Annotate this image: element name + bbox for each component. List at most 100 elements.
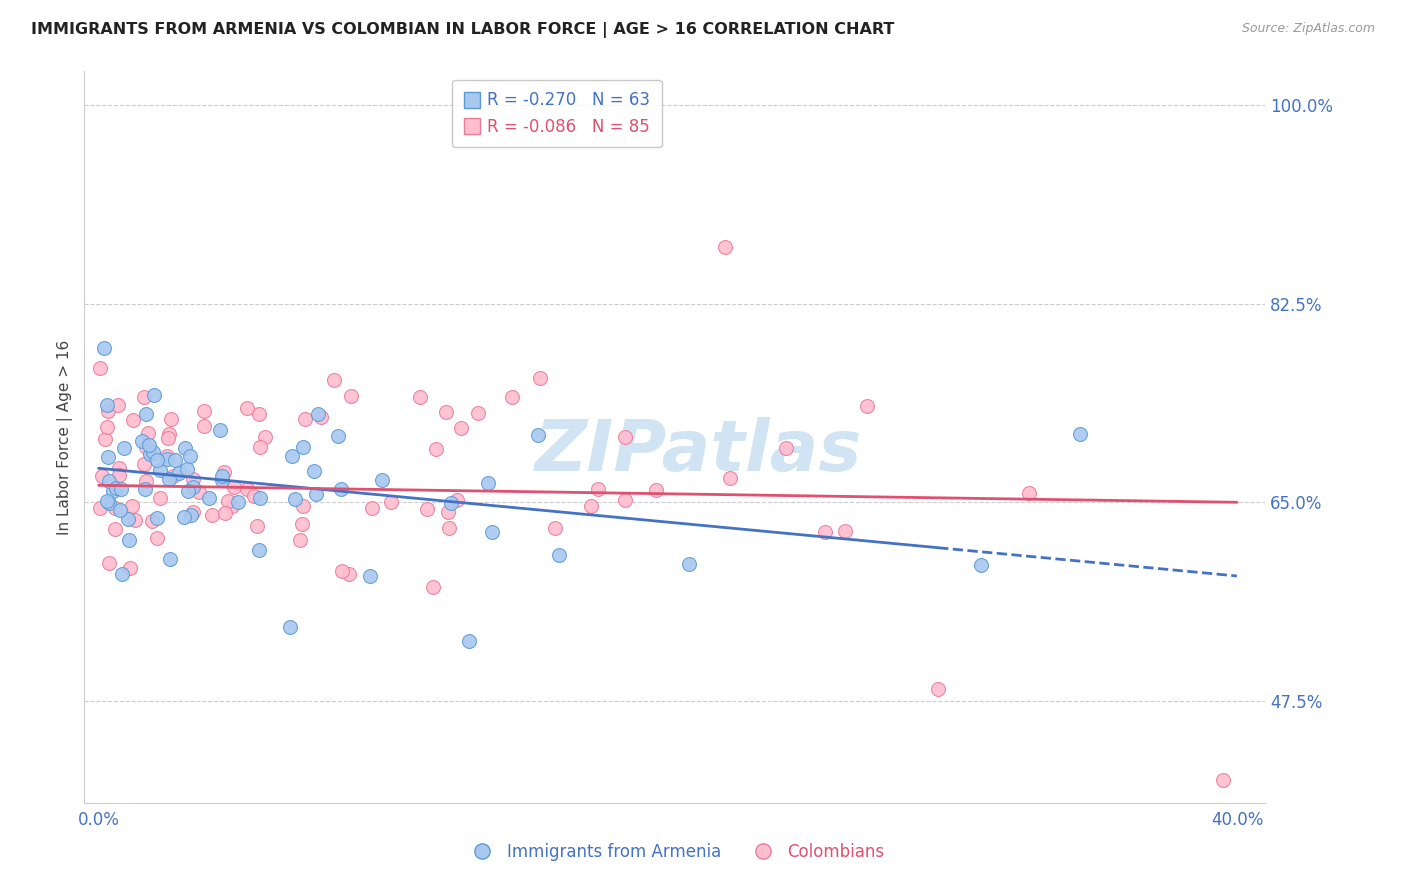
Point	[124, 513, 146, 527]
Point	[142, 387, 165, 401]
Point	[527, 427, 550, 442]
Point	[253, 430, 276, 444]
Point	[135, 475, 157, 489]
Point	[371, 473, 394, 487]
Point	[450, 421, 472, 435]
Point	[291, 499, 314, 513]
Point	[193, 418, 215, 433]
Point	[501, 390, 523, 404]
Point	[135, 407, 157, 421]
Point	[156, 451, 179, 466]
Point	[138, 425, 160, 440]
Point	[104, 522, 127, 536]
Point	[330, 564, 353, 578]
Text: IMMIGRANTS FROM ARMENIA VS COLOMBIAN IN LABOR FORCE | AGE > 16 CORRELATION CHART: IMMIGRANTS FROM ARMENIA VS COLOMBIAN IN …	[31, 22, 894, 38]
Point	[187, 484, 209, 499]
Point	[89, 500, 111, 515]
Point	[118, 561, 141, 575]
Point	[156, 431, 179, 445]
Point	[814, 524, 837, 539]
Point	[281, 449, 304, 463]
Point	[645, 483, 668, 498]
Point	[212, 465, 235, 479]
Point	[477, 475, 499, 490]
Point	[93, 341, 115, 355]
Point	[249, 441, 271, 455]
Point	[1212, 773, 1234, 788]
Point	[247, 407, 270, 421]
Point	[718, 470, 741, 484]
Point	[416, 501, 439, 516]
Point	[249, 491, 271, 505]
Point	[181, 479, 204, 493]
Point	[193, 404, 215, 418]
Point	[145, 511, 167, 525]
Point	[1018, 485, 1040, 500]
Point	[96, 420, 118, 434]
Point	[180, 508, 202, 523]
Point	[96, 494, 118, 508]
Point	[235, 482, 257, 496]
Point	[436, 504, 458, 518]
Point	[157, 427, 180, 442]
Point	[309, 409, 332, 424]
Point	[177, 483, 200, 498]
Point	[90, 469, 112, 483]
Point	[121, 499, 143, 513]
Point	[110, 503, 132, 517]
Point	[101, 484, 124, 499]
Point	[422, 580, 444, 594]
Point	[330, 482, 353, 496]
Point	[122, 413, 145, 427]
Point	[294, 411, 316, 425]
Point	[173, 442, 195, 456]
Text: Source: ZipAtlas.com: Source: ZipAtlas.com	[1241, 22, 1375, 36]
Point	[1069, 427, 1091, 442]
Point	[156, 450, 179, 464]
Point	[970, 558, 993, 572]
Point	[159, 412, 181, 426]
Point	[425, 442, 447, 457]
Point	[149, 462, 172, 476]
Point	[481, 524, 503, 539]
Point	[446, 493, 468, 508]
Point	[380, 495, 402, 509]
Point	[211, 473, 233, 487]
Point	[440, 496, 463, 510]
Point	[131, 434, 153, 449]
Point	[110, 482, 132, 496]
Point	[149, 491, 172, 506]
Point	[105, 481, 128, 495]
Point	[246, 519, 269, 533]
Point	[278, 620, 301, 634]
Point	[141, 514, 163, 528]
Point	[211, 469, 233, 483]
Point	[543, 521, 565, 535]
Point	[198, 491, 221, 506]
Point	[217, 493, 239, 508]
Point	[243, 489, 266, 503]
Point	[146, 452, 169, 467]
Point	[107, 399, 129, 413]
Y-axis label: In Labor Force | Age > 16: In Labor Force | Age > 16	[58, 340, 73, 534]
Point	[439, 521, 461, 535]
Point	[181, 472, 204, 486]
Point	[134, 457, 156, 471]
Point	[145, 531, 167, 545]
Point	[97, 404, 120, 418]
Point	[167, 466, 190, 480]
Point	[856, 399, 879, 413]
Point	[467, 406, 489, 420]
Point	[340, 389, 363, 403]
Point	[97, 496, 120, 510]
Point	[292, 441, 315, 455]
Point	[181, 505, 204, 519]
Point	[249, 543, 271, 558]
Point	[290, 533, 312, 548]
Point	[200, 508, 222, 523]
Point	[529, 370, 551, 384]
Point	[579, 499, 602, 513]
Point	[209, 423, 232, 437]
Point	[434, 405, 457, 419]
Point	[117, 511, 139, 525]
